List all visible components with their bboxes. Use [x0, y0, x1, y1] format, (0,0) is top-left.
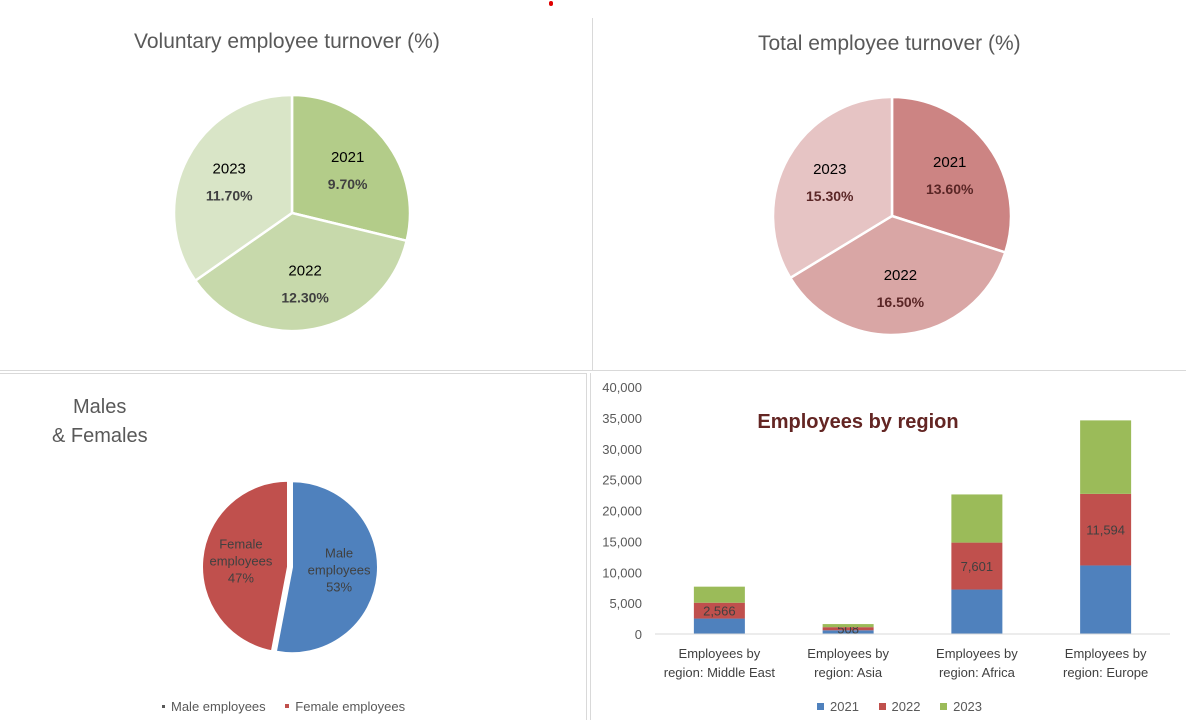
pie-slice-2023	[172, 93, 294, 283]
svg-text:Male: Male	[325, 546, 353, 561]
region-chart-title: Employees by region	[757, 411, 958, 433]
bar-segment-2023	[693, 586, 745, 603]
gender-pie-chart: Male employees 53% Female employees 47%	[201, 479, 379, 655]
svg-text:Employees by: Employees by	[679, 646, 761, 661]
total-pie-chart: 2021 13.60% 2022 16.50% 2023 15.30%	[771, 95, 1013, 337]
bar-segment-2023	[1080, 420, 1132, 494]
y-tick-label: 30,000	[602, 442, 642, 457]
divider-vertical-bottom	[586, 373, 587, 720]
bar-segment-2023	[822, 624, 874, 628]
pie-value-label: 12.30%	[281, 290, 329, 306]
pie-category-label: 2021	[933, 154, 966, 171]
bar-segment-2022	[951, 542, 1003, 590]
y-tick-label: 5,000	[609, 596, 642, 611]
voluntary-pie-chart: 2021 9.70% 2022 12.30% 2023 11.70%	[172, 93, 412, 333]
svg-text:employees: employees	[308, 563, 371, 578]
legend-2021: 2021	[817, 699, 859, 714]
total-chart-title: Total employee turnover (%)	[758, 32, 1021, 55]
legend-2021-label: 2021	[830, 699, 859, 714]
bar-segment-2022	[693, 602, 745, 619]
svg-text:region: Africa: region: Africa	[939, 665, 1016, 680]
voluntary-chart-title: Voluntary employee turnover (%)	[134, 30, 440, 53]
svg-text:53%: 53%	[326, 580, 352, 595]
legend-female-label: Female employees	[295, 698, 406, 714]
male-slice-label: Male employees 53%	[308, 546, 371, 595]
female-slice-label: Female employees 47%	[209, 536, 272, 585]
svg-text:region: Middle East: region: Middle East	[664, 665, 776, 680]
y-tick-label: 15,000	[602, 534, 642, 549]
gender-title-line2: & Females	[52, 425, 148, 447]
pie-slice-female	[201, 479, 290, 653]
pie-slice-2021	[890, 95, 1013, 255]
svg-text:Employees by: Employees by	[1065, 646, 1147, 661]
pie-value-label: 16.50%	[877, 294, 925, 310]
pie-category-label: 2022	[288, 263, 321, 280]
bar-segment-2021	[822, 630, 874, 634]
x-tick-label: Employees by region: Europe	[1063, 646, 1148, 680]
legend-male-label: Male employees	[171, 699, 266, 714]
y-tick-label: 0	[635, 627, 642, 642]
legend-male: Male employees	[162, 699, 266, 714]
divider-horizontal-left	[0, 373, 586, 374]
y-tick-label: 35,000	[602, 411, 642, 426]
svg-text:region: Europe: region: Europe	[1063, 665, 1148, 680]
pie-slice-2022	[193, 211, 409, 333]
x-tick-label: Employees by region: Asia	[807, 646, 889, 680]
svg-text:employees: employees	[209, 553, 272, 568]
svg-text:Employees by: Employees by	[936, 646, 1018, 661]
svg-text:region: Asia: region: Asia	[814, 665, 883, 680]
pie-value-label: 9.70%	[328, 176, 368, 192]
pie-slice-male	[274, 480, 379, 655]
bar-data-label: 7,601	[961, 559, 994, 574]
y-tick-label: 10,000	[602, 565, 642, 580]
legend-2023: 2023	[940, 699, 982, 714]
divider-vertical-top	[592, 18, 593, 370]
gender-title-line1: Males	[73, 396, 127, 418]
y-tick-label: 40,000	[602, 380, 642, 395]
y-tick-label: 25,000	[602, 473, 642, 488]
bar-segment-2021	[693, 618, 745, 634]
pie-category-label: 2021	[331, 149, 364, 166]
pie-value-label: 11.70%	[206, 187, 253, 203]
pie-category-label: 2022	[884, 267, 917, 284]
svg-text:Employees by: Employees by	[807, 646, 889, 661]
bar-segment-2022	[1080, 493, 1132, 566]
pie-category-label: 2023	[813, 161, 846, 178]
x-tick-label: Employees by region: Africa	[936, 646, 1018, 680]
bar-segment-2023	[951, 494, 1003, 543]
bar-segment-2022	[822, 627, 874, 631]
bar-segment-2021	[951, 589, 1003, 634]
y-tick-label: 20,000	[602, 504, 642, 519]
region-legend: 2021 2022 2023	[817, 698, 998, 714]
divider-horizontal	[0, 370, 1186, 371]
legend-2023-label: 2023	[953, 699, 983, 714]
pie-value-label: 13.60%	[926, 181, 974, 197]
gender-legend: Male employees Female employees	[162, 696, 421, 714]
pie-slice-2021	[290, 93, 412, 243]
pie-category-label: 2023	[213, 160, 246, 177]
svg-text:Female: Female	[219, 536, 262, 551]
legend-2022: 2022	[878, 699, 921, 714]
svg-text:47%: 47%	[228, 570, 254, 585]
bar-data-label: 11,594	[1086, 523, 1125, 538]
red-marker	[549, 1, 553, 6]
pie-value-label: 15.30%	[806, 188, 854, 204]
legend-2022-label: 2022	[891, 699, 921, 714]
x-tick-label: Employees by region: Middle East	[664, 646, 776, 680]
bar-segment-2021	[1080, 565, 1132, 634]
bar-data-label: 2,566	[703, 604, 736, 619]
divider-vertical-bottom-2	[590, 373, 591, 720]
legend-female: Female employees	[285, 699, 405, 714]
pie-slice-2023	[771, 95, 894, 280]
